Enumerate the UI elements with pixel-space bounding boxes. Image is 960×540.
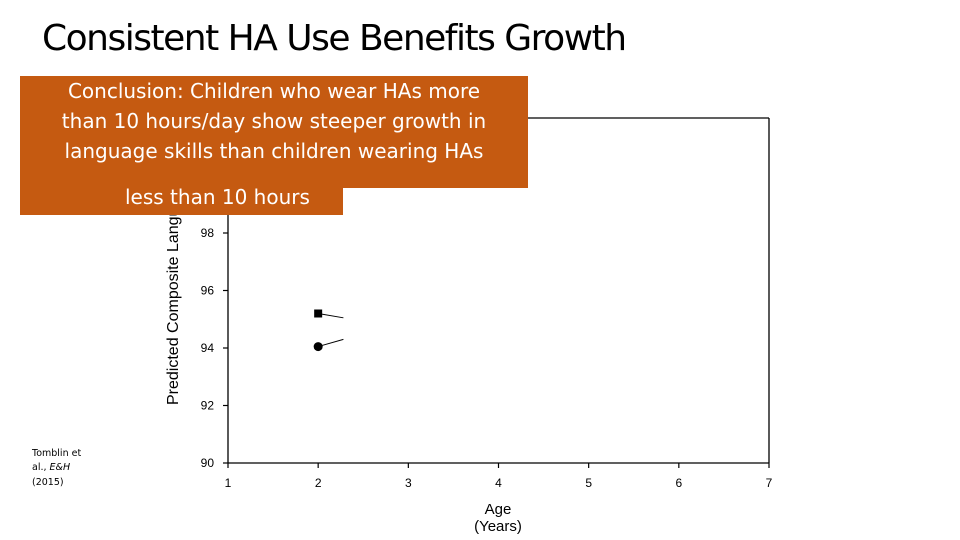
x-tick-label: 2 <box>315 476 322 490</box>
callout-line: Conclusion: Children who wear HAs more <box>67 79 481 103</box>
series-line <box>318 313 344 319</box>
citation: Tomblin et al., E&H (2015) <box>32 447 81 490</box>
circle-marker <box>313 342 323 352</box>
y-tick-label: 96 <box>201 284 215 298</box>
callout-line: than 10 hours/day show steeper growth in <box>61 109 487 133</box>
y-tick-label: 98 <box>201 226 215 240</box>
square-marker <box>314 309 323 318</box>
y-tick-label: 90 <box>201 456 215 470</box>
y-tick-label: 94 <box>201 341 215 355</box>
conclusion-callout-tail: less than 10 hours <box>20 181 343 215</box>
chart-marks <box>313 309 344 352</box>
x-axis-label-units: (Years) <box>474 518 522 535</box>
x-tick-label: 3 <box>405 476 412 490</box>
x-axis-label: Age <box>485 501 512 518</box>
slide-title: Consistent HA Use Benefits Growth <box>42 18 627 59</box>
citation-year: (2015) <box>32 476 64 488</box>
conclusion-callout: Conclusion: Children who wear HAs more t… <box>20 76 528 188</box>
y-tick-label: 92 <box>201 399 215 413</box>
x-tick-label: 5 <box>585 476 592 490</box>
x-tick-label: 4 <box>495 476 502 490</box>
citation-authors: Tomblin et <box>32 448 82 459</box>
y-axis-label: Predicted Composite Language <box>165 181 182 405</box>
callout-line: less than 10 hours <box>125 185 310 209</box>
callout-line: language skills than children wearing HA… <box>64 139 484 163</box>
x-tick-label: 1 <box>225 476 232 490</box>
citation-journal-line: al., E&H <box>32 462 71 474</box>
x-tick-label: 7 <box>766 476 773 490</box>
x-tick-label: 6 <box>675 476 682 490</box>
